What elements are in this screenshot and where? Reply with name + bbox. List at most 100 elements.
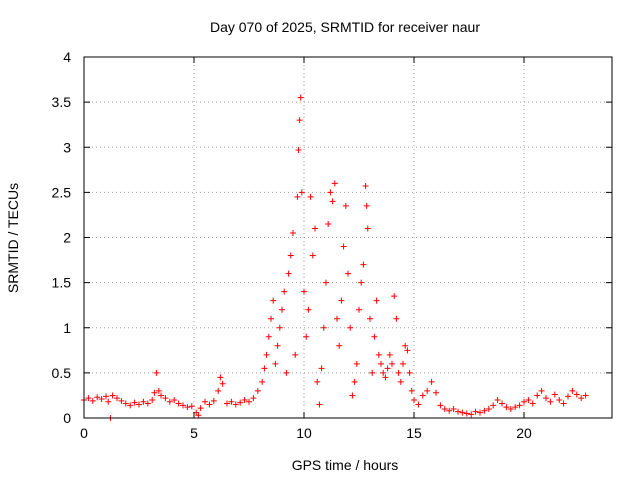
data-point — [151, 389, 158, 396]
data-point — [356, 306, 362, 313]
data-point — [499, 400, 505, 407]
data-point — [295, 146, 302, 153]
x-tick-labels: 0 5 10 15 20 — [80, 425, 532, 441]
data-point — [270, 297, 277, 304]
data-point — [215, 387, 222, 394]
data-point — [543, 395, 549, 402]
data-point — [573, 391, 580, 398]
data-point — [400, 360, 406, 367]
data-point — [345, 270, 351, 277]
data-point — [144, 400, 151, 407]
data-point — [367, 315, 373, 322]
data-point — [551, 391, 558, 398]
data-point — [373, 297, 380, 304]
data-point — [296, 117, 303, 124]
data-point — [85, 395, 92, 402]
data-point — [301, 288, 307, 295]
data-point — [371, 333, 378, 340]
data-point — [503, 404, 510, 411]
data-point — [380, 369, 387, 376]
data-point — [297, 94, 304, 101]
data-point — [283, 369, 290, 376]
data-point — [155, 387, 162, 394]
y-tick-label: 1 — [63, 320, 71, 336]
data-point — [582, 392, 589, 399]
data-point — [402, 342, 409, 349]
data-point — [309, 252, 316, 259]
data-point — [131, 399, 138, 406]
data-point — [349, 392, 356, 399]
data-point — [369, 369, 376, 376]
data-point — [210, 397, 217, 404]
data-point — [241, 396, 248, 403]
data-point — [424, 387, 431, 394]
data-point — [323, 279, 329, 286]
data-point — [547, 398, 554, 405]
data-point — [415, 401, 422, 408]
data-point — [463, 410, 470, 417]
data-point — [393, 315, 400, 322]
x-axis-title: GPS time / hours — [292, 457, 399, 473]
data-point — [408, 387, 415, 394]
data-point — [89, 397, 96, 404]
data-point — [162, 395, 169, 402]
data-point — [334, 315, 340, 322]
data-point — [351, 378, 358, 385]
axis-ticks — [83, 56, 612, 419]
data-point — [314, 378, 321, 385]
data-point — [294, 193, 301, 200]
data-point — [565, 393, 571, 400]
data-point — [320, 324, 327, 331]
data-point — [459, 409, 466, 416]
data-point — [338, 297, 345, 304]
data-point — [360, 261, 367, 268]
x-tick-label: 15 — [406, 425, 422, 441]
data-point — [272, 360, 279, 367]
data-point — [378, 360, 384, 367]
data-point — [353, 360, 360, 367]
data-point — [428, 378, 435, 385]
data-point — [468, 411, 475, 418]
data-point — [94, 394, 101, 401]
data-point — [188, 403, 195, 410]
grid — [84, 57, 612, 418]
data-point — [206, 401, 213, 408]
data-point — [153, 369, 160, 376]
x-tick-label: 20 — [516, 425, 532, 441]
data-point — [254, 387, 261, 394]
data-point — [232, 401, 239, 408]
x-tick-label: 10 — [296, 425, 312, 441]
data-point — [171, 396, 178, 403]
data-point — [122, 400, 129, 407]
data-point — [433, 389, 439, 396]
y-tick-label: 2 — [63, 230, 71, 246]
data-point — [180, 402, 186, 409]
y-tick-labels: 0 0.5 1 1.5 2 2.5 3 3.5 4 — [52, 49, 72, 426]
data-point — [268, 315, 274, 322]
data-point — [578, 395, 585, 402]
data-point — [279, 306, 285, 313]
y-tick-label: 1.5 — [52, 275, 72, 291]
data-point — [281, 288, 288, 295]
data-point — [202, 398, 208, 405]
data-point — [382, 374, 389, 381]
data-point — [195, 412, 202, 419]
data-point — [404, 347, 411, 354]
data-point — [263, 351, 270, 358]
data-point — [556, 396, 563, 403]
data-point — [340, 243, 347, 250]
y-tick-label: 0.5 — [52, 365, 72, 381]
data-point — [327, 189, 334, 196]
data-point — [250, 395, 257, 402]
data-point — [261, 365, 268, 372]
data-point — [521, 398, 527, 405]
data-point — [197, 405, 204, 412]
data-point — [441, 405, 448, 412]
data-point — [363, 202, 370, 209]
data-point — [386, 351, 393, 358]
data-point — [534, 392, 541, 399]
data-point — [292, 351, 299, 358]
data-points — [81, 94, 589, 421]
data-point — [450, 405, 457, 412]
